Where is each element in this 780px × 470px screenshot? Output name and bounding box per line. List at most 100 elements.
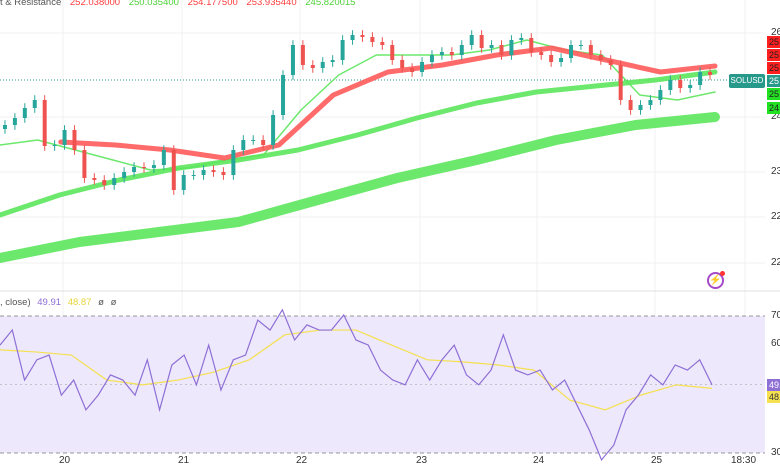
legend-value: 250.035400 [128,0,179,8]
price-tick-label: 24 [771,111,780,122]
price-label-box: 25 [767,62,780,74]
candle-body [221,172,226,175]
candle-body [509,40,514,55]
candle-body [12,118,17,125]
candle-body [390,45,395,60]
legend-value: 245.820015 [305,0,356,8]
candle-body [271,115,276,145]
candle-body [588,45,593,55]
candle-body [52,145,57,146]
moving-average-line [0,112,720,263]
candle-body [449,52,454,55]
candle-body [439,52,444,55]
legend-value: 254.177500 [187,0,238,8]
candle-body [708,72,713,75]
candle-body [489,45,494,48]
legend-value: 252.038000 [69,0,121,8]
symbol-price-tag: SOLUSD [729,74,765,88]
rsi-ma-value: 48.87 [67,297,92,308]
candle-body [102,180,107,185]
indicator-title: t & Resistance [0,0,62,8]
rsi-tick-label: 30 [771,447,780,458]
candle-body [519,38,524,40]
candle-body [350,35,355,40]
candle-body [72,130,77,150]
candle-body [191,175,196,176]
lightning-icon[interactable]: ⚡ [707,271,725,289]
candle-body [241,140,246,150]
candle-body [231,150,236,175]
candle-body [201,170,206,175]
candle-body [420,62,425,72]
rsi-legend: , close) 49.91 48.87 ø ø [0,297,116,308]
price-tick-label: 23 [771,166,780,177]
candle-body [668,80,673,90]
candle-body [132,167,137,172]
candle-body [539,52,544,55]
candle-body [181,175,186,190]
rsi-ma-value-box: 48.87 [767,390,780,403]
x-tick-label: 21 [178,455,190,466]
candle-body [112,178,117,185]
candle-body [211,170,216,172]
candle-body [400,60,405,68]
rsi-value-box: 49.91 [767,378,780,391]
candle-body [459,45,464,55]
moving-average-line [0,69,718,218]
rsi-tick-label: 70 [771,310,780,321]
candle-body [499,45,504,55]
candle-body [618,65,623,100]
x-tick-label: 25 [651,455,663,466]
candle-body [22,108,27,118]
candle-body [340,40,345,60]
x-tick-label: 23 [416,455,428,466]
rsi-ma-line [0,329,713,411]
price-label-box: 25 [767,49,780,61]
candle-body [380,42,385,45]
legend-value: 253.935440 [246,0,297,8]
candle-body [171,150,176,190]
rsi-band [0,316,765,453]
rsi-value: 49.91 [37,297,62,308]
candle-body [141,167,146,168]
moving-average-line [58,45,718,161]
candle-body [82,150,87,178]
candle-body [479,35,484,48]
x-tick-label: 20 [59,455,71,466]
candle-body [598,55,603,60]
candle-body [569,45,574,58]
x-tick-label: 22 [296,455,308,466]
rsi-title: , close) [0,297,31,308]
candle-body [698,72,703,85]
candle-body [578,45,583,46]
candle-body [320,62,325,68]
moving-average-line [0,39,716,171]
price-tick-label: 22 [771,211,780,222]
candle-body [529,38,534,52]
candle-body [290,45,295,75]
x-tick-label: 24 [533,455,545,466]
candle-body [310,65,315,68]
candle-body [161,150,166,165]
x-tick-label: 18:30 [731,455,757,466]
candle-body [122,172,127,178]
candle-body [688,85,693,88]
price-tick-label: 22 [771,257,780,268]
candle-body [330,60,335,62]
candle-body [469,35,474,45]
candle-body [261,140,266,145]
price-tick-label: 26 [771,27,780,38]
rsi-tick-label: 60 [771,338,780,349]
candle-body [151,165,156,168]
price-label-box: 25 [767,88,780,100]
candle-body [32,100,37,108]
candle-body [608,60,613,65]
rsi-line [0,308,713,461]
candle-body [251,140,256,141]
price-label-box: 24 [767,102,780,114]
candle-body [370,37,375,42]
candle-body [429,55,434,62]
candle-body [281,75,286,115]
candle-body [658,90,663,100]
